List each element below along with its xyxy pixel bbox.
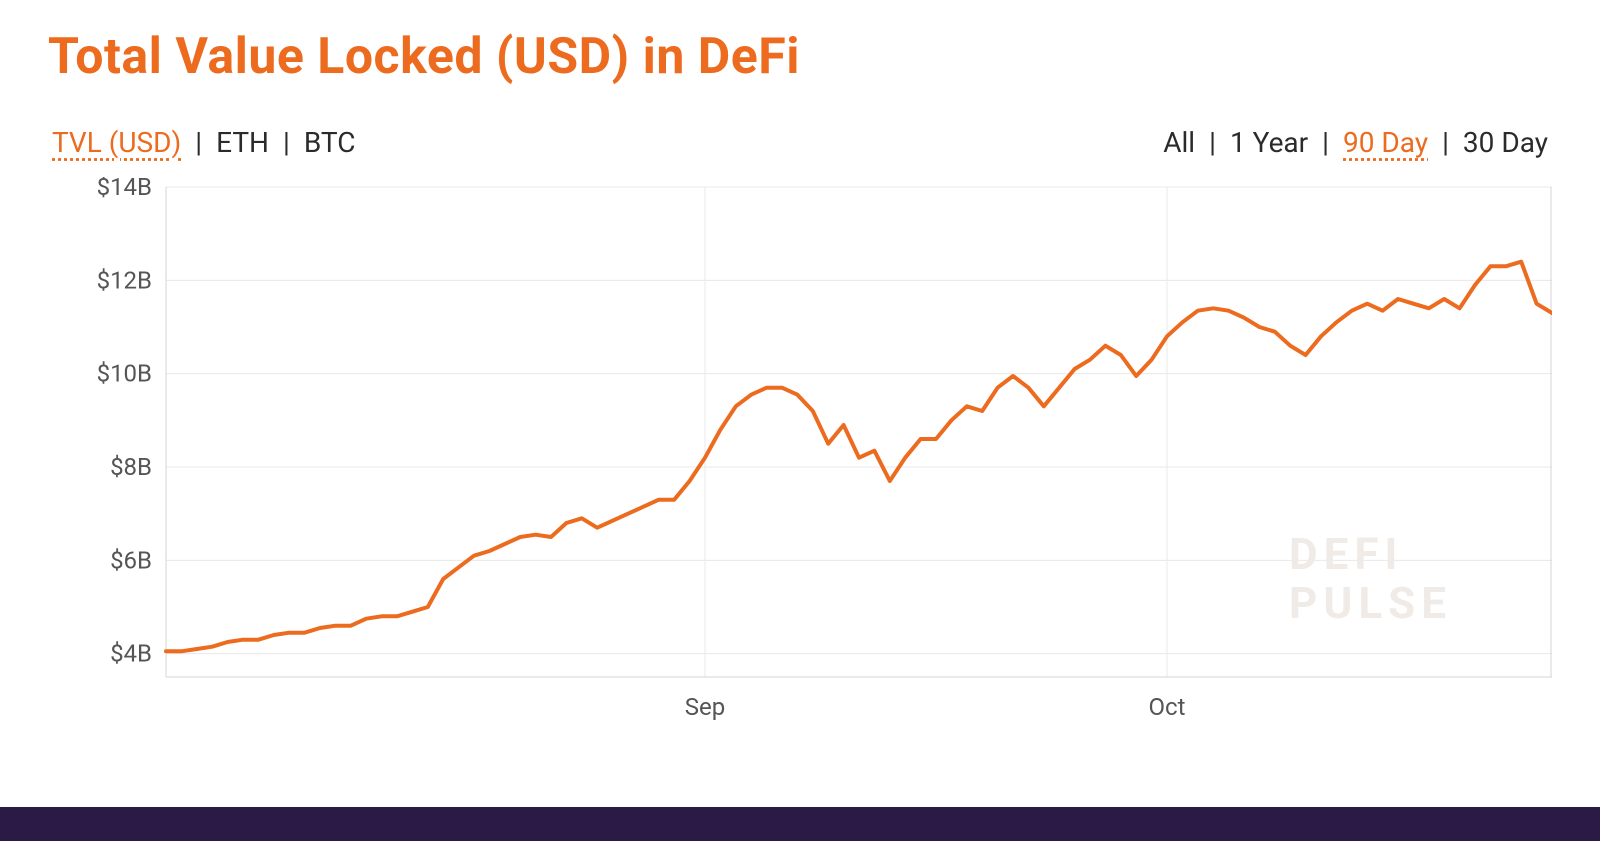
range-tab-30-day[interactable]: 30 Day [1463, 126, 1548, 159]
chart-area: $4B$6B$8B$10B$12B$14BSepOct DEFI PULSE [48, 177, 1552, 737]
metric-tabs: TVL (USD)|ETH|BTC [52, 126, 355, 159]
y-axis-label: $8B [110, 453, 152, 481]
range-tab-all[interactable]: All [1163, 126, 1195, 159]
range-tab-separator: | [1428, 126, 1463, 159]
range-tabs: All|1 Year|90 Day|30 Day [1163, 126, 1548, 159]
metric-tab-btc[interactable]: BTC [304, 126, 356, 159]
y-axis-label: $12B [97, 266, 152, 294]
metric-tab-separator: | [181, 126, 216, 159]
metric-tab-separator: | [269, 126, 304, 159]
metric-tab-tvl-usd-[interactable]: TVL (USD) [52, 126, 181, 159]
metric-tab-eth[interactable]: ETH [216, 126, 269, 159]
x-axis-label: Oct [1149, 693, 1186, 721]
chart-controls: TVL (USD)|ETH|BTC All|1 Year|90 Day|30 D… [48, 126, 1552, 159]
range-tab-1-year[interactable]: 1 Year [1230, 126, 1308, 159]
y-axis-label: $14B [97, 177, 152, 201]
range-tab-separator: | [1308, 126, 1343, 159]
y-axis-label: $4B [110, 640, 152, 668]
line-chart: $4B $6B $8B $10B $12B $14B Sep Oct [48, 177, 1552, 737]
range-tab-separator: | [1195, 126, 1230, 159]
footer-bar [0, 807, 1600, 841]
range-tab-90-day[interactable]: 90 Day [1343, 126, 1428, 159]
y-axis-label: $10B [97, 360, 152, 388]
page-container: Total Value Locked (USD) in DeFi TVL (US… [0, 0, 1600, 841]
x-axis-label: Sep [685, 693, 725, 721]
tvl-line-series [166, 262, 1552, 652]
page-title: Total Value Locked (USD) in DeFi [48, 28, 1552, 86]
y-axis-label: $6B [110, 546, 152, 574]
